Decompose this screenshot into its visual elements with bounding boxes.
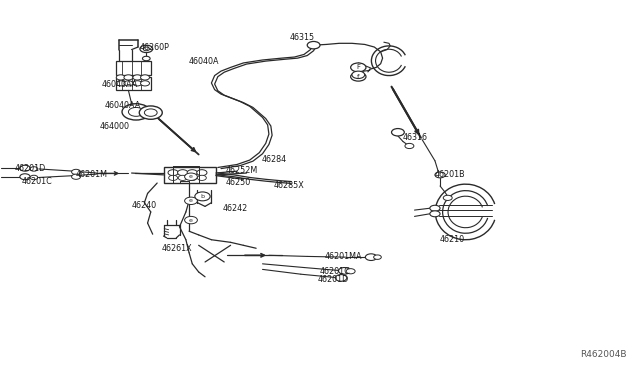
Circle shape <box>122 104 150 120</box>
Circle shape <box>133 75 142 80</box>
Polygon shape <box>173 166 198 183</box>
Circle shape <box>188 175 196 180</box>
Circle shape <box>184 197 197 205</box>
FancyBboxPatch shape <box>116 61 151 75</box>
Text: 46040A: 46040A <box>189 57 220 66</box>
Text: 46252M: 46252M <box>225 166 258 174</box>
Circle shape <box>352 71 365 78</box>
Circle shape <box>184 217 197 224</box>
Text: F: F <box>356 64 360 70</box>
Text: 46201C: 46201C <box>320 267 351 276</box>
Text: 46210: 46210 <box>440 235 465 244</box>
Circle shape <box>405 143 414 148</box>
Text: 46040AA: 46040AA <box>104 101 140 110</box>
Text: 46201B: 46201B <box>435 170 465 179</box>
Circle shape <box>430 211 440 217</box>
Circle shape <box>30 167 38 171</box>
Text: 46285X: 46285X <box>274 181 305 190</box>
Text: 46201D: 46201D <box>317 275 349 284</box>
Circle shape <box>196 170 207 176</box>
Circle shape <box>141 81 150 86</box>
Circle shape <box>143 47 150 51</box>
Circle shape <box>307 41 320 49</box>
Circle shape <box>30 175 38 180</box>
FancyBboxPatch shape <box>116 77 151 90</box>
Circle shape <box>197 175 206 180</box>
FancyBboxPatch shape <box>164 167 216 183</box>
Circle shape <box>116 75 125 80</box>
Circle shape <box>133 81 142 86</box>
Circle shape <box>141 75 150 80</box>
Text: 46040AA: 46040AA <box>102 80 138 89</box>
Circle shape <box>177 170 188 176</box>
Circle shape <box>124 81 133 86</box>
Text: f: f <box>357 74 360 80</box>
Circle shape <box>374 255 381 259</box>
Text: R462004B: R462004B <box>580 350 627 359</box>
Text: e: e <box>189 174 193 179</box>
Circle shape <box>351 63 366 72</box>
Circle shape <box>351 72 366 81</box>
Text: 46260P: 46260P <box>140 42 170 51</box>
Circle shape <box>435 172 445 178</box>
Text: 46284: 46284 <box>261 155 286 164</box>
Circle shape <box>346 269 355 274</box>
Text: 464000: 464000 <box>100 122 130 131</box>
Circle shape <box>430 205 440 211</box>
Circle shape <box>169 175 177 180</box>
Circle shape <box>129 108 144 116</box>
Circle shape <box>178 175 187 180</box>
Circle shape <box>184 173 197 180</box>
Text: 46201D: 46201D <box>15 164 46 173</box>
Text: 46250: 46250 <box>225 178 251 187</box>
Circle shape <box>140 106 163 119</box>
Circle shape <box>72 174 81 179</box>
Circle shape <box>168 170 178 176</box>
Text: 46315: 46315 <box>290 32 315 42</box>
Circle shape <box>20 165 30 171</box>
Circle shape <box>143 56 150 61</box>
Circle shape <box>392 129 404 136</box>
Circle shape <box>72 169 81 174</box>
Text: 46201C: 46201C <box>21 177 52 186</box>
Text: e: e <box>189 218 193 222</box>
Circle shape <box>335 275 347 281</box>
Text: 46201M: 46201M <box>76 170 108 179</box>
Text: 46240: 46240 <box>132 201 157 210</box>
Text: 46201MA: 46201MA <box>325 252 363 261</box>
Circle shape <box>195 192 210 201</box>
Circle shape <box>124 75 133 80</box>
Circle shape <box>187 170 197 176</box>
Text: b: b <box>200 194 205 199</box>
Circle shape <box>20 174 30 180</box>
Circle shape <box>339 267 350 274</box>
Circle shape <box>365 254 377 260</box>
Text: 46316: 46316 <box>403 132 428 142</box>
Circle shape <box>145 109 157 116</box>
Circle shape <box>140 45 153 52</box>
Circle shape <box>116 81 125 86</box>
Circle shape <box>444 195 452 201</box>
Text: e: e <box>189 198 193 203</box>
Text: 46261X: 46261X <box>162 244 192 253</box>
Text: 46242: 46242 <box>223 204 248 213</box>
